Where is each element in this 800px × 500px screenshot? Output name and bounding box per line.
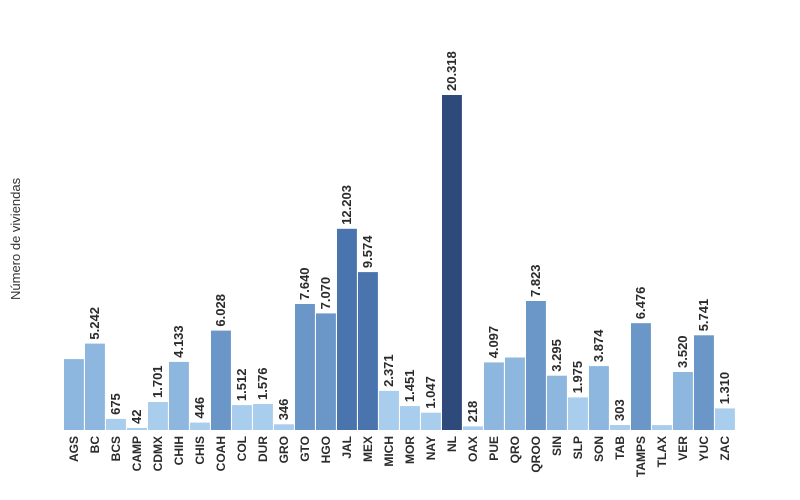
category-label-mich: MICH <box>382 436 396 467</box>
value-label-nl: 20.318 <box>444 51 459 91</box>
value-label-bc: 5.242 <box>87 307 102 340</box>
bar-oax <box>463 426 483 430</box>
value-label-dur: 1.576 <box>255 367 270 400</box>
bar-cdmx <box>148 402 168 430</box>
value-label-zac: 1.310 <box>717 372 732 405</box>
category-label-mor: MOR <box>403 436 417 464</box>
value-labels-group: 5.242 675 42 1.701 4.133 446 6.028 1.512 1.576 34… <box>87 51 732 424</box>
bar-tamps <box>631 323 651 430</box>
bar-gro <box>274 424 294 430</box>
category-label-ags: AGS <box>67 436 81 462</box>
bar-pue <box>484 362 504 430</box>
value-label-qroo: 7.823 <box>528 264 543 297</box>
category-label-qro: QRO <box>508 436 522 463</box>
bar-ags <box>64 359 84 430</box>
value-label-gro: 346 <box>276 399 291 421</box>
bar-mich <box>379 390 399 430</box>
bar-zac <box>715 408 735 430</box>
category-label-cdmx: CDMX <box>151 436 165 471</box>
category-label-bc: BC <box>88 436 102 454</box>
bar-yuc <box>694 335 714 430</box>
category-label-nay: NAY <box>424 436 438 460</box>
category-label-nl: NL <box>445 436 459 452</box>
bar-sin <box>547 375 567 430</box>
category-label-camp: CAMP <box>130 436 144 471</box>
value-label-mich: 2.371 <box>381 354 396 387</box>
category-label-chis: CHIS <box>193 436 207 465</box>
bar-hgo <box>316 313 336 430</box>
bar-bc <box>85 343 105 430</box>
bar-qroo <box>526 301 546 430</box>
value-label-sin: 3.295 <box>549 339 564 372</box>
bar-chih <box>169 361 189 430</box>
bar-slp <box>568 397 588 430</box>
value-label-coah: 6.028 <box>213 294 228 327</box>
category-label-tlax: TLAX <box>655 436 669 467</box>
category-label-zac: ZAC <box>718 436 732 461</box>
value-label-mex: 9.574 <box>360 235 375 268</box>
bar-nl <box>442 95 462 430</box>
bar-chis <box>190 422 210 430</box>
value-label-tamps: 6.476 <box>633 287 648 320</box>
bar-nay <box>421 412 441 430</box>
category-label-ver: VER <box>676 436 690 461</box>
bar-ver <box>673 372 693 430</box>
bar-mor <box>400 406 420 430</box>
category-label-yuc: YUC <box>697 436 711 462</box>
category-label-coah: COAH <box>214 436 228 471</box>
bar-camp <box>127 428 147 430</box>
value-label-yuc: 5.741 <box>696 299 711 332</box>
bar-mex <box>358 272 378 430</box>
bar-bcs <box>106 418 126 430</box>
bar-coah <box>211 330 231 430</box>
bar-gto <box>295 304 315 430</box>
value-label-chis: 446 <box>192 397 207 419</box>
value-label-chih: 4.133 <box>171 325 186 358</box>
category-label-sin: SIN <box>550 436 564 456</box>
value-label-mor: 1.451 <box>402 370 417 403</box>
category-label-mex: MEX <box>361 436 375 462</box>
value-label-camp: 42 <box>129 410 144 424</box>
value-label-col: 1.512 <box>234 369 249 402</box>
value-label-tab: 303 <box>612 399 627 421</box>
category-label-tamps: TAMPS <box>634 436 648 477</box>
value-label-bcs: 675 <box>108 393 123 415</box>
category-label-chih: CHIH <box>172 436 186 465</box>
value-label-gto: 7.640 <box>297 267 312 300</box>
value-label-ver: 3.520 <box>675 335 690 368</box>
category-label-pue: PUE <box>487 436 501 461</box>
category-labels-group: AGS BC BCS CAMP CDMX CHIH CHIS COAH COL DUR GRO GTO… <box>67 436 732 477</box>
bar-dur <box>253 404 273 430</box>
bar-tlax <box>652 425 672 430</box>
bar-qro <box>505 357 525 430</box>
category-label-qroo: QROO <box>529 436 543 473</box>
category-label-gro: GRO <box>277 436 291 463</box>
bar-jal <box>337 228 357 430</box>
value-label-son: 3.874 <box>591 329 606 362</box>
value-label-oax: 218 <box>465 401 480 423</box>
value-label-jal: 12.203 <box>339 185 354 225</box>
category-label-bcs: BCS <box>109 436 123 461</box>
category-label-jal: JAL <box>340 436 354 459</box>
category-label-gto: GTO <box>298 436 312 462</box>
value-label-cdmx: 1.701 <box>150 365 165 398</box>
category-label-slp: SLP <box>571 436 585 459</box>
category-label-tab: TAB <box>613 436 627 460</box>
y-axis-label: Número de viviendas <box>8 177 23 300</box>
bar-tab <box>610 425 630 430</box>
category-label-oax: OAX <box>466 436 480 462</box>
category-label-dur: DUR <box>256 436 270 462</box>
category-label-son: SON <box>592 436 606 462</box>
category-label-col: COL <box>235 436 249 461</box>
value-label-slp: 1.975 <box>570 361 585 394</box>
bars-group <box>64 95 735 430</box>
value-label-nay: 1.047 <box>423 376 438 409</box>
bar-son <box>589 366 609 430</box>
value-label-pue: 4.097 <box>486 326 501 359</box>
bar-col <box>232 405 252 430</box>
value-label-hgo: 7.070 <box>318 277 333 310</box>
category-label-hgo: HGO <box>319 436 333 463</box>
